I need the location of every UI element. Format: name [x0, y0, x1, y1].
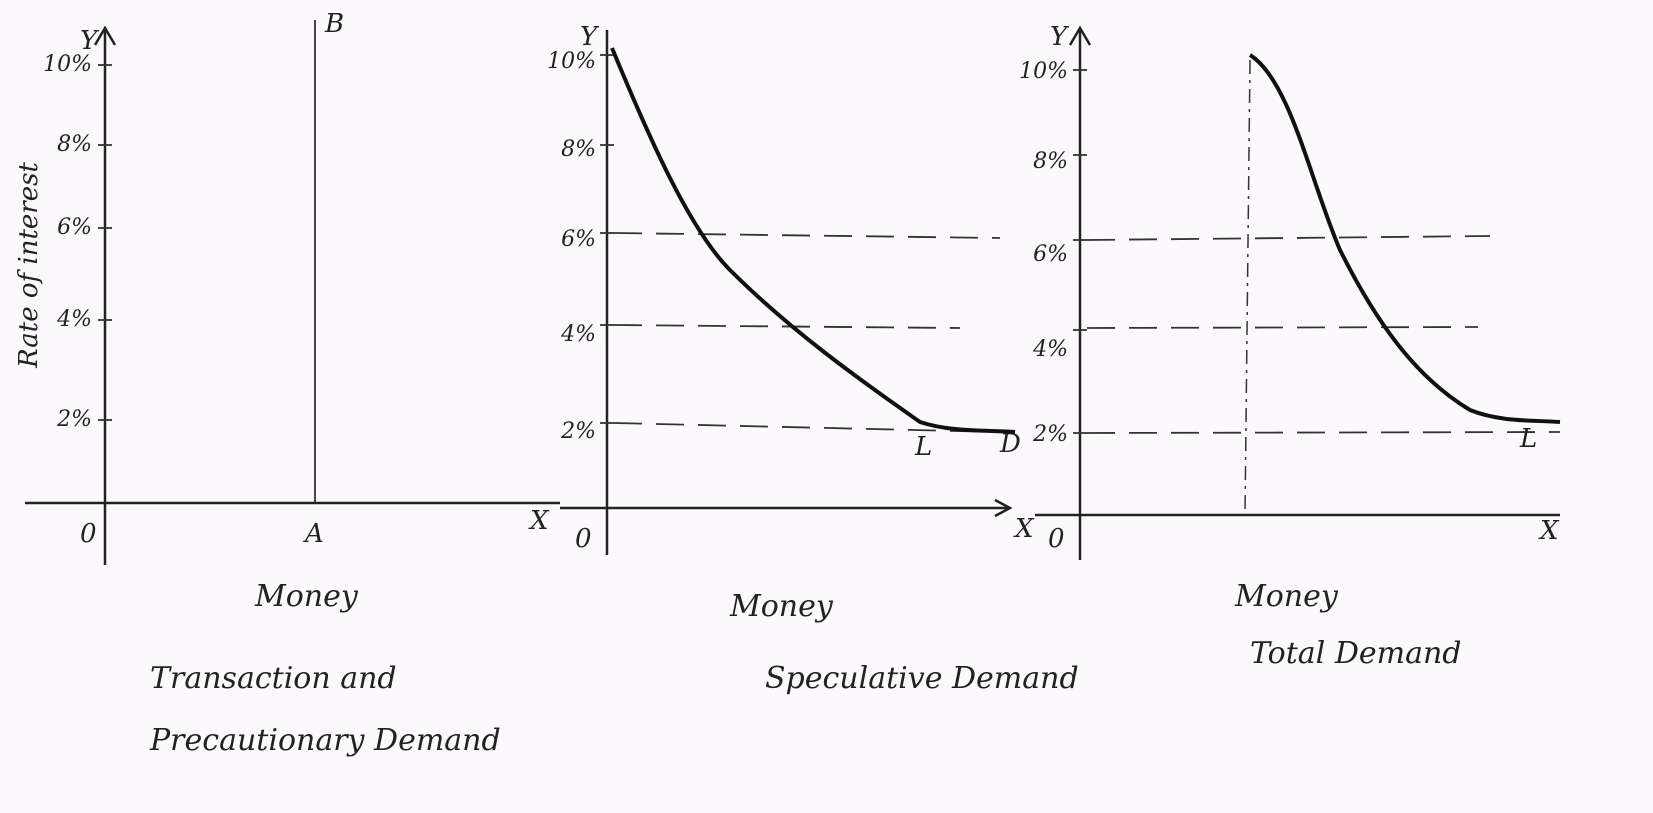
- tick-label: 6%: [57, 215, 92, 240]
- tick-label: 2%: [56, 407, 92, 432]
- tick-label: 4%: [56, 307, 92, 332]
- tick-label: 6%: [561, 227, 596, 252]
- y-symbol: Y: [1050, 22, 1070, 52]
- tick-label: 10%: [43, 52, 92, 77]
- x-symbol: X: [528, 506, 550, 536]
- tick-label: 2%: [560, 419, 596, 444]
- point-label: L: [1519, 424, 1537, 454]
- point-label: L: [914, 432, 932, 462]
- tick-label: 10%: [547, 49, 596, 74]
- point-label: A: [303, 519, 324, 549]
- tick-label: 8%: [1033, 149, 1068, 174]
- point-label: B: [324, 9, 344, 39]
- rate-line: [1086, 431, 1561, 434]
- tick-label: 8%: [561, 137, 596, 162]
- y-axis-title: Rate of interest: [14, 162, 44, 369]
- origin: 0: [80, 519, 97, 549]
- panel-total: Y X 0 10% 8% 6% 4% 2% L Money Total Dema…: [1019, 22, 1561, 671]
- origin: 0: [1048, 524, 1065, 554]
- arrow: [93, 25, 117, 46]
- caption: Total Demand: [1250, 636, 1461, 671]
- panel-speculative: Y X 0 10% 8% 6% 4% 2% L D Money Speculat…: [547, 22, 1079, 696]
- tick-label: 2%: [1032, 422, 1068, 447]
- ticks: 10% 8% 6% 4% 2%: [547, 49, 614, 444]
- tick-label: 10%: [1019, 59, 1068, 84]
- rate-line: [613, 422, 1001, 433]
- caption: Transaction and: [150, 661, 397, 696]
- caption: Money: [729, 589, 834, 624]
- x-symbol: X: [1013, 514, 1035, 544]
- rate-line: [1086, 326, 1479, 329]
- demand-curve: [1248, 53, 1561, 424]
- rate-line: [1086, 235, 1491, 241]
- ticks: 10% 8% 6% 4% 2%: [1019, 59, 1087, 447]
- tick-label: 6%: [1033, 242, 1068, 267]
- caption: Money: [254, 579, 359, 614]
- panel-transaction: Y X 0 10% 8% 6% 4% 2% A B Money Transact…: [25, 9, 560, 758]
- caption: Money: [1234, 579, 1339, 614]
- caption: Speculative Demand: [765, 661, 1079, 696]
- origin: 0: [575, 524, 592, 554]
- caption: Precautionary Demand: [149, 723, 501, 758]
- y-symbol: Y: [580, 22, 600, 52]
- y-symbol: Y: [80, 26, 100, 56]
- x-symbol: X: [1538, 516, 1560, 546]
- tick-label: 8%: [57, 132, 92, 157]
- point-label: D: [999, 429, 1021, 459]
- arrow: [1068, 25, 1092, 46]
- tick-label: 4%: [1032, 337, 1068, 362]
- rate-line: [613, 324, 961, 329]
- rate-line: [613, 232, 1001, 239]
- arrow: [994, 498, 1013, 518]
- transaction-demand: [1244, 59, 1251, 516]
- demand-curve: [610, 47, 1016, 434]
- tick-label: 4%: [560, 322, 596, 347]
- ticks: 10% 8% 6% 4% 2%: [43, 52, 112, 432]
